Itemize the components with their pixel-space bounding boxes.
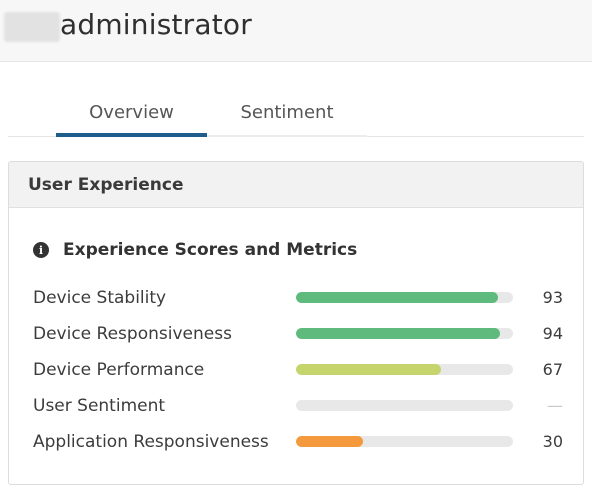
metric-value: 94 bbox=[542, 324, 563, 343]
page-title: administrator bbox=[60, 8, 252, 41]
metric-row-device-responsiveness: Device Responsiveness 94 bbox=[33, 322, 563, 346]
metric-progress-fill bbox=[296, 364, 442, 375]
metric-progress-fill bbox=[296, 328, 500, 339]
page-header: administrator bbox=[0, 0, 592, 62]
metric-row-device-stability: Device Stability 93 bbox=[33, 286, 563, 310]
metric-value: — bbox=[547, 396, 563, 415]
metric-value: 93 bbox=[542, 288, 563, 307]
metric-row-device-performance: Device Performance 67 bbox=[33, 358, 563, 382]
metric-label: Application Responsiveness bbox=[33, 432, 269, 452]
tab-active-indicator bbox=[56, 133, 207, 137]
metric-progress-track bbox=[296, 364, 513, 375]
metric-value: 67 bbox=[542, 360, 563, 379]
metric-row-user-sentiment: User Sentiment — bbox=[33, 394, 563, 418]
section-title: Experience Scores and Metrics bbox=[63, 240, 358, 260]
metric-progress-fill bbox=[296, 292, 498, 303]
metric-progress-track bbox=[296, 328, 513, 339]
metric-label: User Sentiment bbox=[33, 396, 166, 416]
tab-overview[interactable]: Overview bbox=[89, 101, 174, 123]
metric-progress-fill bbox=[296, 436, 364, 447]
tab-inactive-track bbox=[207, 135, 367, 137]
metric-row-application-responsiveness: Application Responsiveness 30 bbox=[33, 430, 563, 454]
metric-label: Device Responsiveness bbox=[33, 324, 232, 344]
user-experience-card: User Experience i Experience Scores and … bbox=[8, 161, 584, 485]
info-icon[interactable]: i bbox=[33, 242, 49, 258]
metric-progress-track bbox=[296, 292, 513, 303]
metric-value: 30 bbox=[542, 432, 563, 451]
metric-label: Device Stability bbox=[33, 288, 167, 308]
metric-label: Device Performance bbox=[33, 360, 205, 380]
metric-progress-track bbox=[296, 436, 513, 447]
redacted-name-prefix bbox=[4, 12, 60, 42]
tab-sentiment[interactable]: Sentiment bbox=[240, 101, 334, 123]
section-heading: i Experience Scores and Metrics bbox=[33, 240, 357, 260]
tab-bar: Overview Sentiment bbox=[8, 88, 584, 138]
metric-progress-track bbox=[296, 400, 513, 411]
card-title: User Experience bbox=[9, 162, 583, 208]
